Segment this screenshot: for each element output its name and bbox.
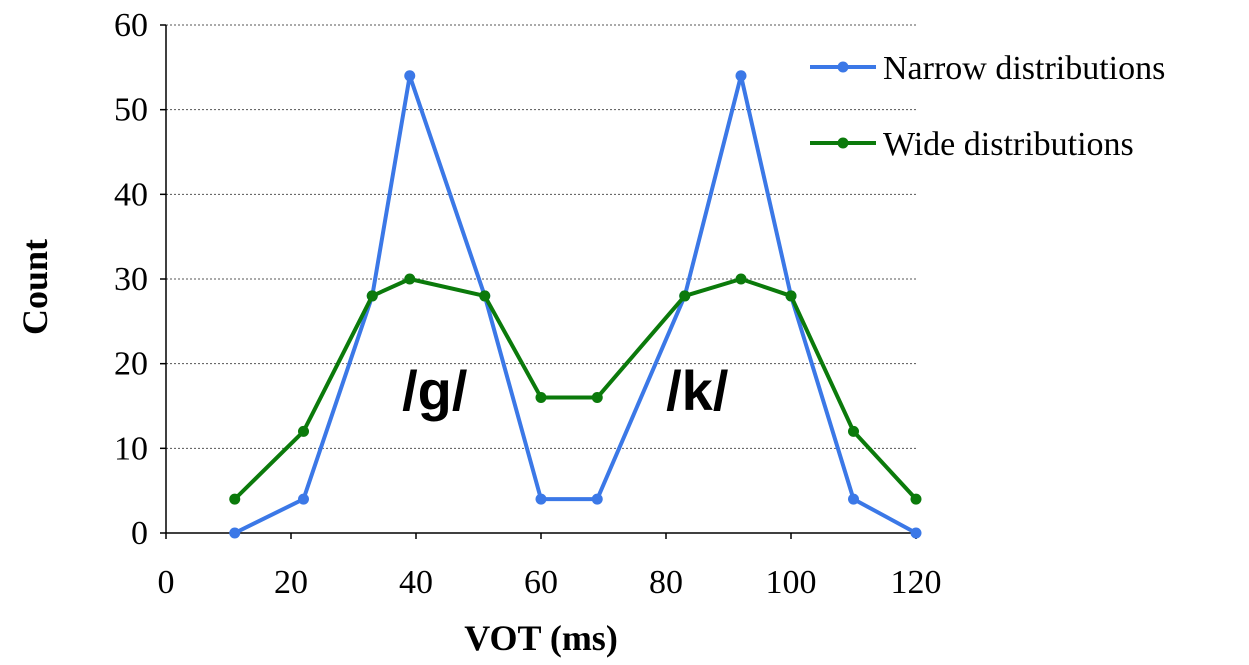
data-point	[848, 425, 859, 437]
axes	[160, 24, 917, 539]
data-point	[298, 493, 309, 505]
data-point	[535, 493, 547, 505]
data-point	[404, 273, 416, 285]
data-point	[366, 290, 378, 302]
x-tick-label-40: 40	[399, 564, 433, 601]
series-1	[229, 273, 922, 505]
x-tick-label-120: 120	[891, 564, 942, 601]
series-group	[229, 70, 922, 539]
data-point	[735, 70, 747, 82]
x-tick-labels: 0 20 40 60 80 100 120	[158, 564, 942, 601]
y-tick-label-0: 0	[131, 515, 148, 552]
data-point	[479, 290, 491, 302]
legend-label-narrow: Narrow distributions	[883, 50, 1165, 87]
x-tick-label-20: 20	[274, 564, 308, 601]
legend-marker-wide	[837, 137, 849, 149]
data-point	[229, 493, 241, 505]
series-line-1	[233, 277, 918, 501]
gridlines	[166, 24, 916, 449]
series-0	[229, 70, 922, 539]
data-point	[848, 493, 859, 505]
legend-item-wide: Wide distributions	[810, 126, 1134, 163]
data-point	[591, 392, 603, 404]
series-line-0	[233, 73, 917, 535]
annotation-g: /g/	[402, 359, 468, 422]
data-point	[404, 70, 416, 82]
y-tick-label-50: 50	[114, 92, 148, 129]
legend: Narrow distributions Wide distributions	[810, 50, 1165, 163]
y-tick-label-60: 60	[114, 7, 148, 44]
x-tick-label-100: 100	[766, 564, 817, 601]
data-point	[735, 273, 747, 285]
legend-item-narrow: Narrow distributions	[810, 50, 1165, 87]
y-axis-title: Count	[15, 239, 55, 335]
data-point	[591, 493, 603, 505]
data-point	[535, 392, 547, 404]
y-tick-labels: 0 10 20 30 40 50 60	[114, 7, 148, 552]
x-tick-label-0: 0	[158, 564, 175, 601]
data-point	[679, 290, 691, 302]
legend-marker-narrow	[837, 61, 849, 73]
data-point	[910, 493, 922, 505]
y-tick-label-30: 30	[114, 261, 148, 298]
data-point	[298, 425, 309, 437]
x-tick-label-80: 80	[649, 564, 683, 601]
x-tick-label-60: 60	[524, 564, 558, 601]
y-tick-label-40: 40	[114, 176, 148, 213]
data-point	[229, 527, 241, 539]
legend-label-wide: Wide distributions	[883, 126, 1134, 163]
y-tick-label-20: 20	[114, 346, 148, 383]
data-point	[785, 290, 797, 302]
annotation-k: /k/	[666, 359, 729, 422]
data-point	[910, 527, 922, 539]
y-tick-label-10: 10	[114, 430, 148, 467]
x-axis-title: VOT (ms)	[464, 618, 618, 658]
